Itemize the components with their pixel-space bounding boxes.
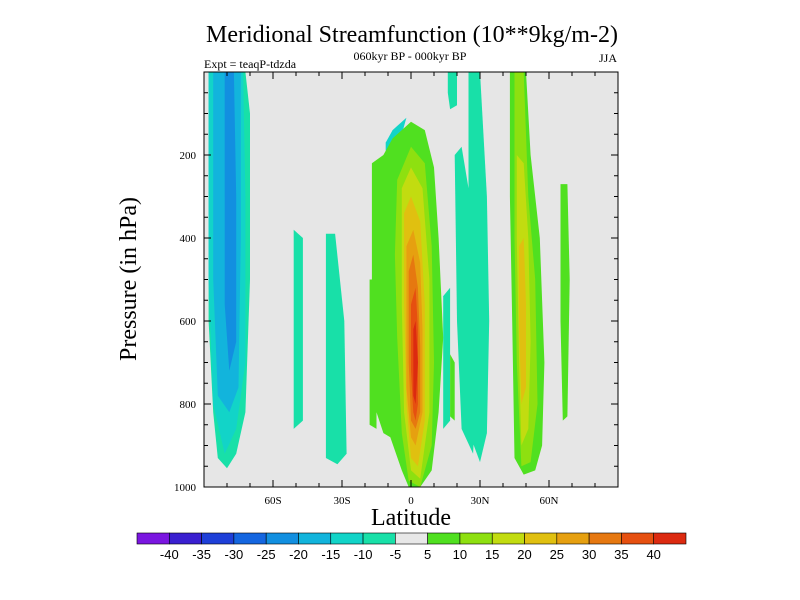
x-tick-label: 0 xyxy=(408,495,414,507)
colorbar-swatch xyxy=(362,532,396,545)
x-tick-label: 30N xyxy=(471,495,490,507)
colorbar-label: -15 xyxy=(321,547,340,562)
colorbar-label: 25 xyxy=(550,547,564,562)
weak-stripe-28n xyxy=(468,72,490,463)
weak-stripe-45s xyxy=(293,229,303,429)
colorbar-label: 35 xyxy=(614,547,628,562)
contour-field xyxy=(208,72,570,487)
colorbar-swatch xyxy=(201,532,235,545)
colorbar-label: 5 xyxy=(424,547,431,562)
y-tick-label: 200 xyxy=(180,150,197,162)
colorbar-swatch xyxy=(491,532,525,545)
colorbar-swatch xyxy=(168,532,202,545)
colorbar-swatch xyxy=(427,532,461,545)
weak-stripe-30s xyxy=(325,233,347,465)
pos-stripe-70n xyxy=(560,184,570,421)
x-tick-label: 60N xyxy=(540,495,559,507)
colorbar-label: 20 xyxy=(517,547,531,562)
colorbar-label: -20 xyxy=(289,547,308,562)
pos-band-40 xyxy=(413,321,418,404)
colorbar-label: -30 xyxy=(225,547,244,562)
colorbar-swatch xyxy=(265,532,299,545)
neg-patch-top xyxy=(447,72,457,110)
colorbar-label: 40 xyxy=(646,547,660,562)
colorbar-label: 15 xyxy=(485,547,499,562)
y-tick-label: 1000 xyxy=(174,482,197,494)
colorbar-label: -5 xyxy=(390,547,402,562)
axis-ticks: 60S 30S 0 30N 60N 200 400 600 800 1000 xyxy=(174,72,618,507)
colorbar-swatch xyxy=(653,532,687,545)
weak-stripe-15n xyxy=(443,287,451,429)
colorbar-label: -40 xyxy=(160,547,179,562)
colorbar-swatch xyxy=(621,532,654,545)
colorbar: -40 -35 -30 -25 -20 -15 -10 -5 5 10 15 20 25 30 35 40 xyxy=(136,532,687,562)
n-pos-band-20 xyxy=(519,238,526,404)
colorbar-swatch xyxy=(524,532,558,545)
y-tick-label: 800 xyxy=(180,399,197,411)
x-tick-label: 30S xyxy=(333,495,350,507)
y-tick-label: 400 xyxy=(180,233,197,245)
colorbar-swatch xyxy=(298,532,332,545)
colorbar-swatch xyxy=(136,532,170,545)
colorbar-label: -25 xyxy=(257,547,276,562)
x-axis-label: Latitude xyxy=(371,505,451,531)
experiment-label: Expt = teaqP-tdzda xyxy=(204,57,297,71)
chart-subtitle: 060kyr BP - 000kyr BP xyxy=(354,49,467,63)
colorbar-label: 30 xyxy=(582,547,596,562)
colorbar-swatch xyxy=(459,532,493,545)
neg-band-25 xyxy=(224,72,237,371)
season-label: JJA xyxy=(599,51,617,65)
colorbar-swatch xyxy=(330,532,364,545)
colorbar-swatch xyxy=(556,532,590,545)
colorbar-label: -10 xyxy=(354,547,373,562)
y-axis-label: Pressure (in hPa) xyxy=(116,197,142,361)
colorbar-swatch xyxy=(588,532,622,545)
colorbar-swatch xyxy=(233,532,267,545)
chart-title: Meridional Streamfunction (10**9kg/m-2) xyxy=(206,22,618,48)
colorbar-label: 10 xyxy=(453,547,467,562)
y-tick-label: 600 xyxy=(180,316,197,328)
pos-stripe-18n xyxy=(450,354,455,421)
pos-stripe-20s xyxy=(369,279,377,429)
x-tick-label: 60S xyxy=(264,495,281,507)
colorbar-swatch xyxy=(395,532,428,545)
colorbar-label: -35 xyxy=(192,547,211,562)
